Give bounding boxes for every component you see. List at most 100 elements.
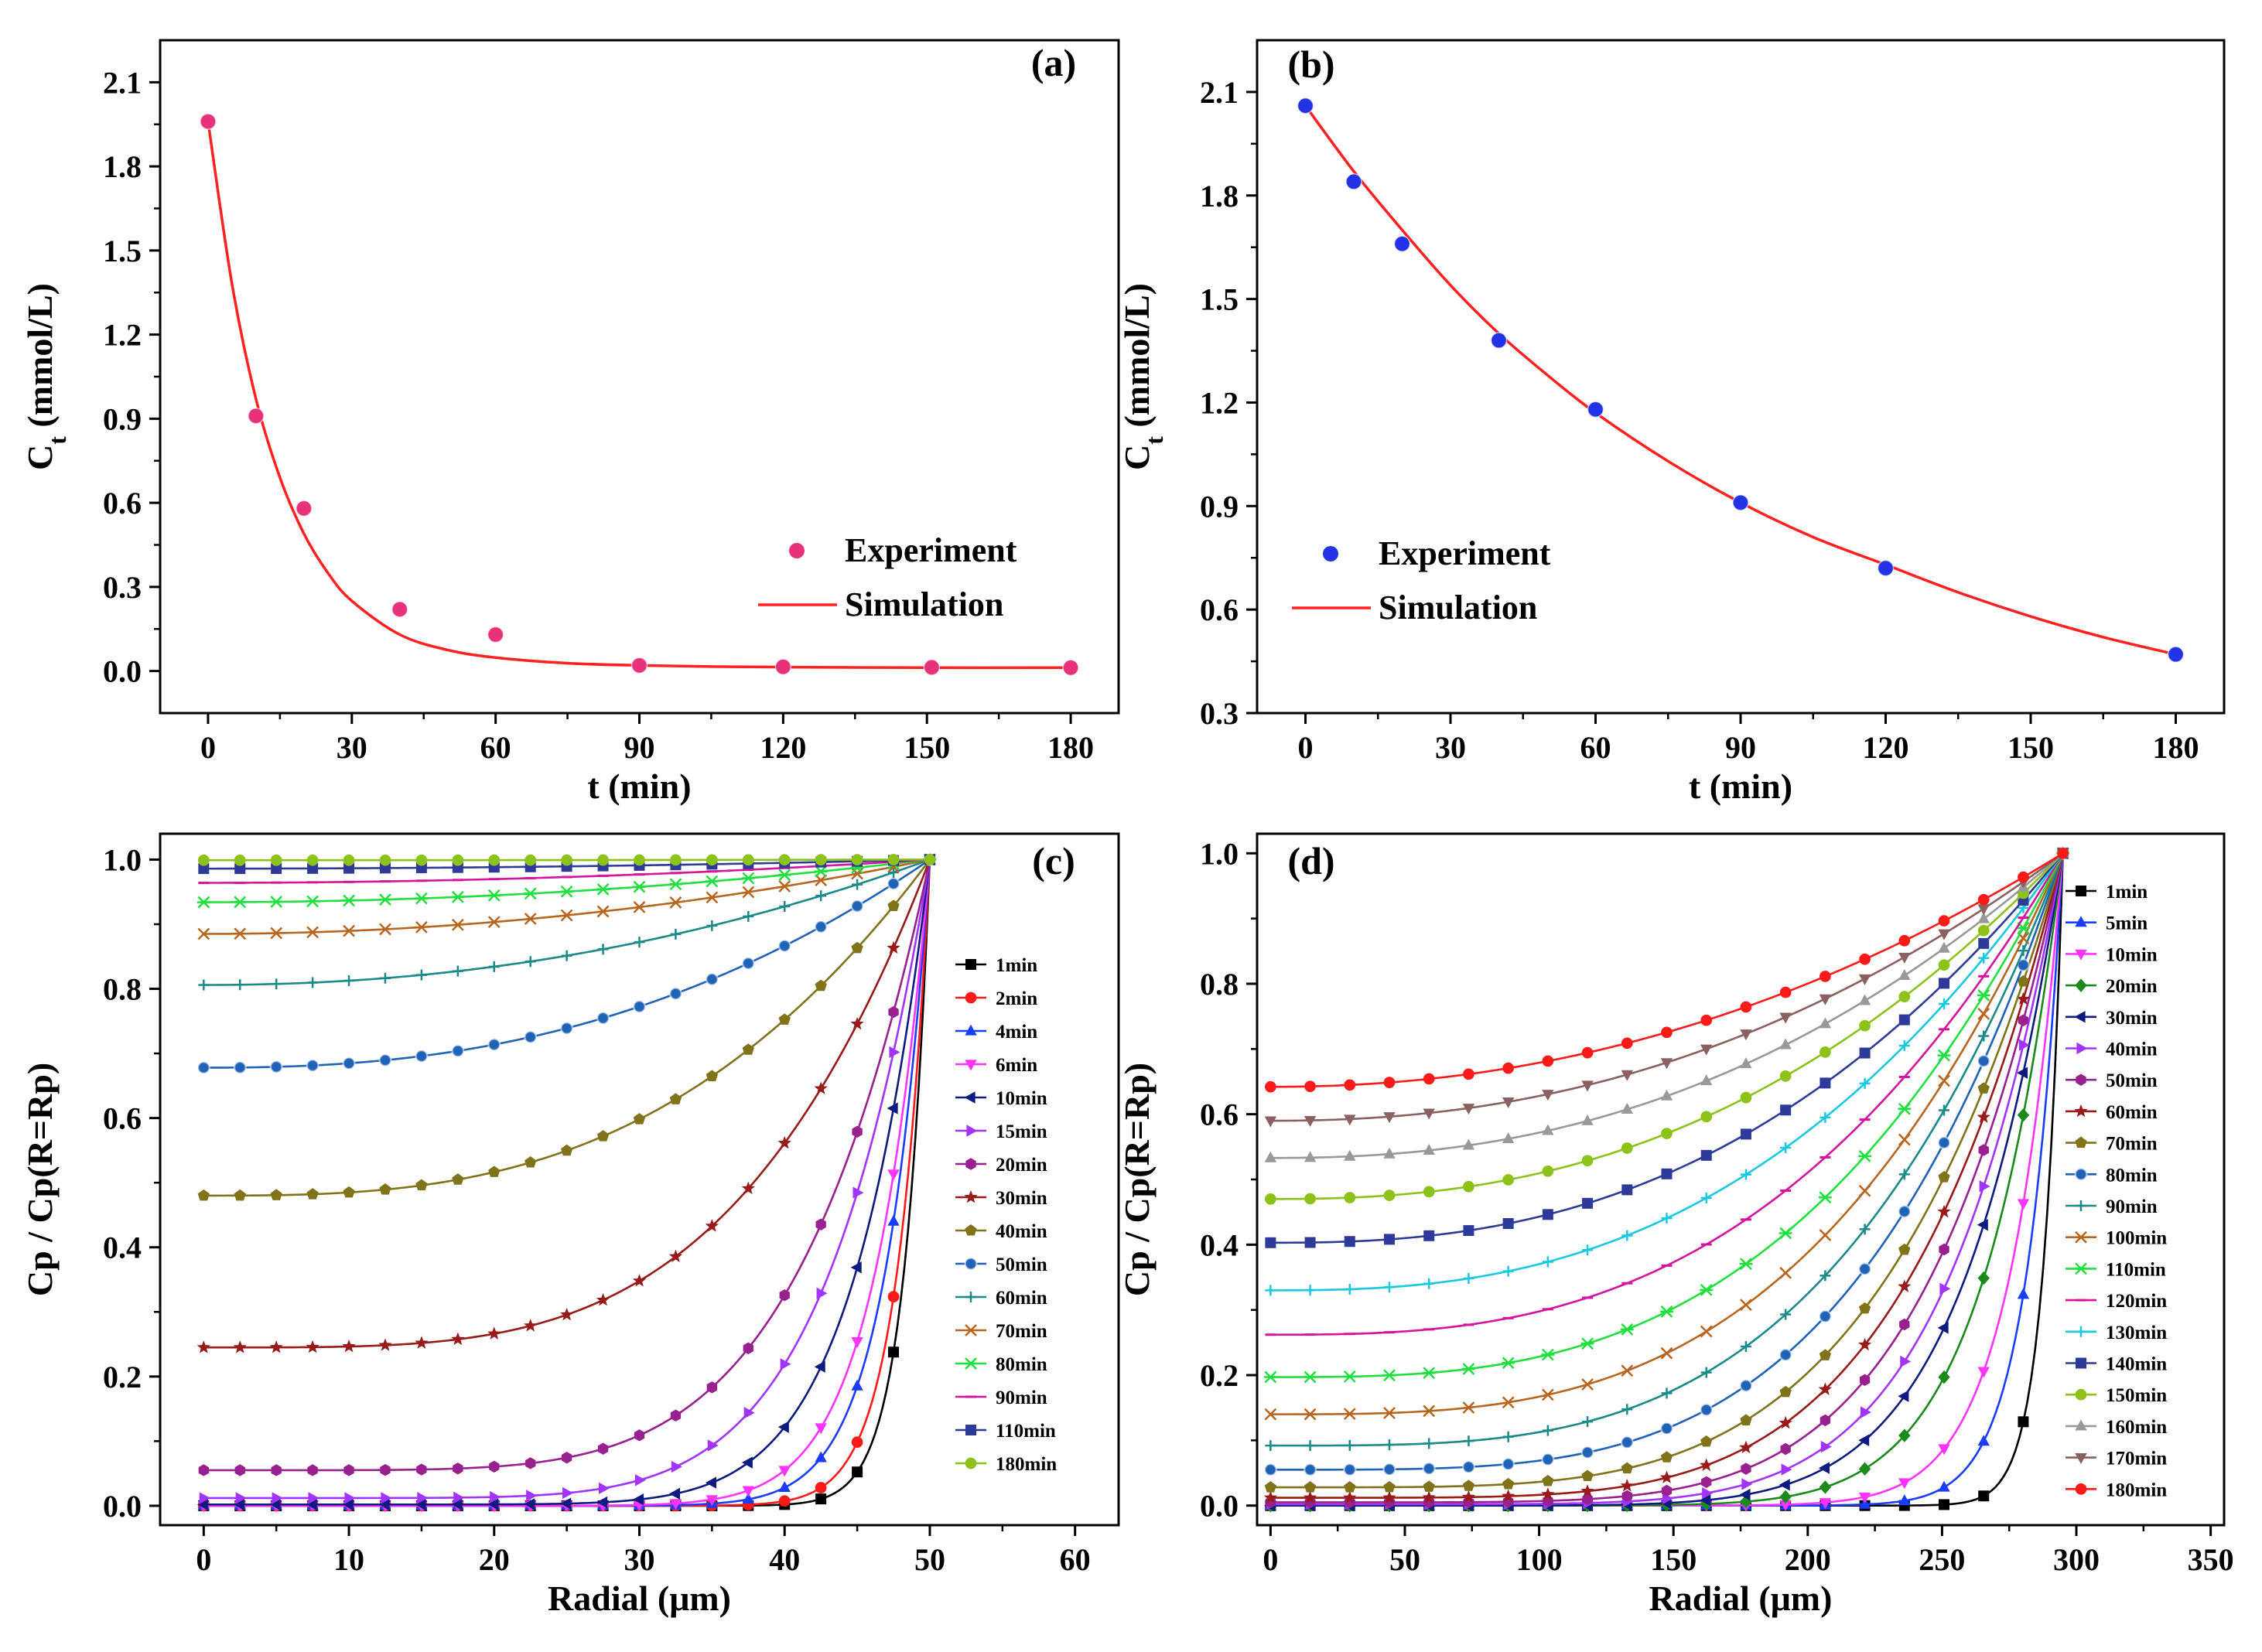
legend-marker (2075, 916, 2087, 927)
profile-marker (1977, 988, 1990, 1002)
legend-label: 80min (996, 1354, 1047, 1375)
profile-marker (1265, 1285, 1276, 1296)
profile-marker (1898, 1428, 1911, 1442)
profile-marker (342, 1056, 356, 1070)
x-tick-label: 180 (2153, 730, 2199, 765)
legend-marker (965, 1457, 977, 1469)
profile-marker (1502, 1217, 1514, 1229)
profile-marker (1859, 1047, 1871, 1059)
profile-marker (742, 886, 755, 899)
y-axis-label-unit: (mmol/L) (1117, 283, 1157, 436)
profile-marker (1977, 893, 1990, 906)
profile-marker (1858, 974, 1871, 985)
profile-marker (197, 927, 210, 940)
profile-marker (1938, 1480, 1950, 1492)
panel-a: 0 30 60 90 120 150 180 0.0 0.3 0.6 0.9 1.2 1.5 1.8 2.1… (20, 39, 1120, 806)
y-tick-label: 1.8 (103, 149, 142, 184)
profile-marker (1344, 1149, 1356, 1161)
profile-marker (1779, 1348, 1792, 1362)
profile-marker (888, 1347, 900, 1358)
legend-marker (965, 959, 976, 970)
y-axis-label-subscript: t (1140, 436, 1168, 445)
profile-marker (1779, 1038, 1792, 1050)
experiment-point (1490, 332, 1508, 349)
profile-marker (1621, 1070, 1633, 1081)
profile-marker (1423, 1230, 1435, 1241)
profile-marker (1820, 971, 1831, 982)
legend-marker (2075, 949, 2087, 961)
profile-marker (741, 1456, 753, 1469)
profile-marker (1938, 1074, 1950, 1087)
profile-marker (1898, 1478, 1911, 1490)
profile-marker (705, 875, 719, 888)
panel-label: (a) (1031, 41, 1076, 84)
profile-marker (1939, 998, 1950, 1010)
profile-marker (1700, 1325, 1713, 1338)
profile-marker (1858, 1462, 1871, 1476)
profile-marker (1937, 1204, 1951, 1218)
profile-marker (306, 1059, 319, 1073)
profile-marker (343, 924, 355, 937)
profile-marker (1542, 1425, 1553, 1436)
y-tick-label: 0.8 (103, 972, 142, 1007)
profile-marker (1303, 1490, 1317, 1504)
profile-marker (1502, 1357, 1515, 1370)
legend-label: 100min (2106, 1228, 2167, 1249)
profile-marker (743, 1407, 755, 1419)
legend-marker (2075, 1419, 2087, 1431)
profile-marker (1502, 1097, 1515, 1109)
profile-marker (706, 1381, 718, 1394)
profile-marker (1383, 1077, 1396, 1088)
profile-marker (669, 878, 682, 891)
profile-marker (415, 1498, 426, 1510)
profile-marker (633, 1113, 646, 1125)
legend-label: 140min (2106, 1354, 2167, 1375)
profile-marker (1621, 1364, 1634, 1377)
profile-marker (1978, 1490, 1990, 1502)
profile-marker (1700, 1074, 1713, 1086)
x-axis-label: t (min) (587, 766, 691, 806)
profile-marker (596, 905, 610, 918)
profile-marker (1977, 904, 1990, 916)
profile-marker (597, 854, 609, 866)
profile-marker (596, 1292, 610, 1306)
profile-marker (451, 890, 465, 903)
profile-marker (269, 1498, 281, 1510)
profile-marker (1938, 1370, 1950, 1384)
y-tick-label: 0.9 (1200, 489, 1239, 524)
profile-marker (1741, 1478, 1753, 1490)
profile-marker (1820, 1077, 1831, 1089)
y-tick-label: 0.0 (103, 1489, 142, 1524)
profile-marker (1343, 1463, 1357, 1476)
profile-marker (1383, 1190, 1396, 1201)
profile-marker (1898, 1494, 1911, 1506)
profile-marker (2018, 1416, 2029, 1428)
profile-marker (1740, 1091, 1752, 1104)
legend-marker (2076, 1042, 2088, 1055)
profile-marker (1739, 1379, 1753, 1393)
legend-label: 150min (2106, 1385, 2167, 1406)
profile-marker (853, 1186, 864, 1199)
profile-marker (1700, 1403, 1714, 1417)
profile-marker (706, 920, 718, 931)
profile-marker (1978, 1030, 1990, 1042)
legend-label: 50min (2106, 1070, 2158, 1091)
profile-marker (1740, 1001, 1752, 1013)
profile-marker (1304, 1116, 1317, 1128)
x-tick-label: 60 (1580, 730, 1611, 765)
legend-marker (965, 1024, 977, 1036)
profile-marker (814, 920, 828, 934)
profile-marker (561, 950, 572, 961)
profile-marker (270, 1189, 282, 1200)
experiment-point (1345, 173, 1362, 190)
profile-marker (2017, 1108, 2030, 1122)
profile-marker (815, 1451, 827, 1463)
profile-marker (1581, 1114, 1594, 1125)
legend-marker (964, 1091, 976, 1104)
profile-marker (1700, 1111, 1713, 1123)
profile-marker (1939, 1104, 1950, 1116)
x-axis-label: Radial (μm) (1649, 1579, 1833, 1618)
profile-marker (199, 1492, 210, 1504)
profile-marker (488, 854, 501, 866)
profile-marker (887, 1291, 900, 1302)
